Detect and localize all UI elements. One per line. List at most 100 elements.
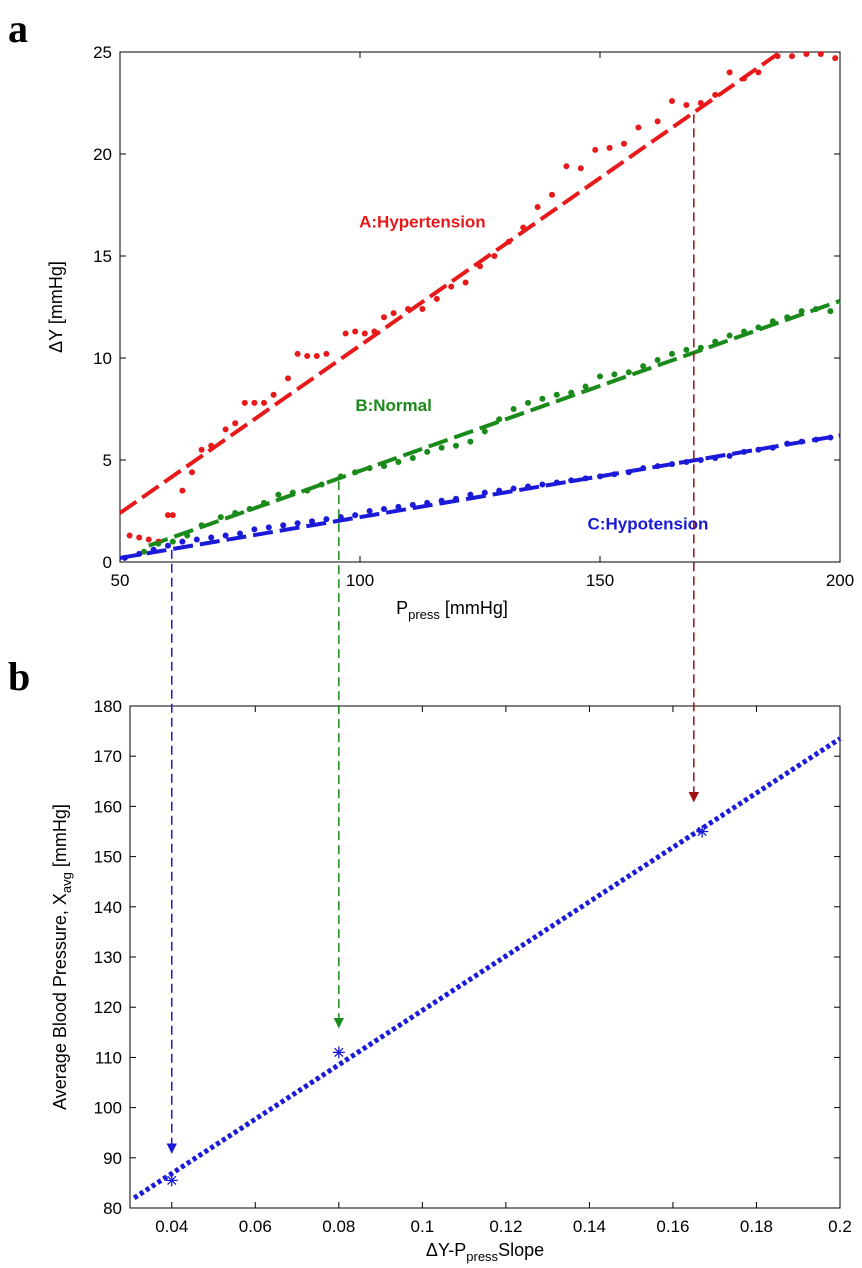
- data-point-series-2: [539, 481, 546, 488]
- data-point-series-0: [285, 375, 291, 382]
- data-point-series-1: [669, 350, 675, 357]
- panel-b-y-label-main: Average Blood Pressure, X: [50, 893, 70, 1110]
- data-point-series-2: [265, 524, 272, 531]
- panel-a-y-axis-label: ΔY [mmHg]: [46, 261, 66, 353]
- data-point-series-0: [189, 469, 195, 476]
- data-point-series-2: [165, 542, 171, 549]
- panel-a-fit-lines: [118, 52, 841, 560]
- data-point-series-2: [611, 471, 618, 478]
- data-point-series-2: [726, 452, 733, 459]
- data-point-series-0: [726, 69, 733, 76]
- data-point-series-1: [827, 308, 834, 315]
- data-point-series-2: [640, 465, 647, 472]
- data-point-series-2: [352, 512, 359, 519]
- data-point-series-1: [582, 383, 589, 390]
- data-point-series-0: [352, 328, 359, 335]
- panel-a-points: [121, 51, 839, 561]
- data-point-series-2: [597, 473, 603, 480]
- data-point-series-1: [769, 318, 776, 325]
- data-point-series-0: [741, 75, 747, 82]
- panel-b-points: [165, 825, 709, 1187]
- fit-line-series-2: [119, 433, 841, 560]
- data-point-series-2: [769, 444, 776, 451]
- data-point-series-1: [625, 369, 632, 376]
- panel-b-x-tick-label: 0.18: [740, 1217, 773, 1236]
- data-point-series-1: [232, 510, 239, 517]
- data-point-series-2: [496, 487, 503, 494]
- panel-a-x-label-sub: press: [408, 607, 440, 622]
- data-point-series-1: [741, 328, 747, 335]
- data-point-series-1: [337, 473, 344, 480]
- panel-b-x-label-main: ΔY-P: [426, 1240, 466, 1260]
- data-point-series-2: [150, 546, 157, 553]
- panel-a-y-ticks: 0 5 10 15 20 25: [93, 43, 840, 572]
- panel-b-y-ticks: 80 90 100 110 120 130 140 150 160 170 180: [94, 697, 840, 1218]
- data-point-series-0: [361, 330, 368, 337]
- panel-b-x-tick-label: 0.14: [573, 1217, 606, 1236]
- data-point-series-2: [381, 505, 387, 512]
- data-point-series-0: [198, 446, 205, 453]
- data-point-series-0: [419, 306, 426, 313]
- panel-b-y-tick-label: 120: [94, 998, 122, 1017]
- data-point-series-1: [438, 444, 445, 451]
- panel-a-chart: 50 100 150 200 0 5 10 15 20 25 A:Hypertension B:N…: [46, 43, 854, 622]
- data-point-series-0: [774, 53, 781, 60]
- panel-letter-a: a: [8, 6, 28, 51]
- data-point-series-0: [491, 253, 498, 259]
- panel-b-y-tick-label: 180: [94, 697, 122, 716]
- panel-b-x-tick-label: 0.16: [656, 1217, 689, 1236]
- data-point-series-0: [534, 204, 541, 211]
- panel-a-x-label-main: P: [396, 598, 408, 618]
- data-point-series-1: [640, 363, 647, 370]
- data-point-series-1: [217, 514, 224, 521]
- data-point-series-0: [145, 536, 152, 543]
- data-point-series-1: [246, 505, 253, 512]
- data-point-series-1: [467, 438, 474, 445]
- asterisk-point-1: [332, 1046, 345, 1059]
- data-point-series-2: [136, 550, 143, 557]
- data-point-series-1: [683, 346, 690, 353]
- data-point-series-1: [289, 489, 296, 496]
- asterisk-stroke: [697, 826, 707, 837]
- data-point-series-1: [539, 395, 546, 402]
- data-point-series-0: [222, 426, 229, 433]
- data-point-series-1: [784, 314, 791, 321]
- data-point-series-1: [169, 538, 176, 545]
- data-point-series-1: [553, 391, 560, 398]
- panel-a-y-tick-label: 20: [93, 145, 112, 164]
- data-point-series-2: [683, 459, 690, 466]
- data-point-series-0: [241, 399, 248, 406]
- panel-b-x-tick-label: 0.1: [411, 1217, 435, 1236]
- data-point-series-1: [198, 522, 205, 529]
- panel-b-y-tick-label: 140: [94, 898, 122, 917]
- data-point-series-2: [237, 530, 243, 537]
- data-point-series-2: [827, 434, 834, 441]
- data-point-series-2: [453, 495, 459, 502]
- data-point-series-0: [313, 352, 320, 359]
- data-point-series-0: [505, 238, 512, 245]
- panel-b-x-tick-label: 0.04: [155, 1217, 188, 1236]
- data-point-series-0: [462, 279, 469, 286]
- data-point-series-0: [606, 144, 613, 151]
- data-point-series-2: [366, 508, 373, 514]
- data-point-series-1: [496, 416, 503, 423]
- data-point-series-1: [184, 532, 191, 539]
- panel-b-y-tick-label: 130: [94, 948, 122, 967]
- data-point-series-2: [294, 520, 301, 527]
- panel-b-x-ticks: 0.04 0.06 0.08 0.1 0.12 0.14 0.16 0.18 0.2: [155, 706, 852, 1236]
- data-point-series-0: [697, 100, 704, 106]
- data-point-series-0: [577, 165, 584, 172]
- data-point-series-0: [251, 399, 258, 406]
- data-point-series-1: [453, 442, 459, 449]
- panel-b-y-tick-label: 170: [94, 747, 122, 766]
- data-point-series-2: [741, 448, 747, 455]
- panel-b-y-tick-label: 150: [94, 848, 122, 867]
- data-point-series-1: [510, 406, 517, 412]
- data-point-series-2: [395, 503, 402, 510]
- data-point-series-2: [568, 477, 575, 484]
- data-point-series-2: [625, 469, 632, 476]
- data-point-series-0: [165, 512, 171, 519]
- data-point-series-2: [669, 461, 675, 468]
- data-point-series-1: [261, 499, 267, 506]
